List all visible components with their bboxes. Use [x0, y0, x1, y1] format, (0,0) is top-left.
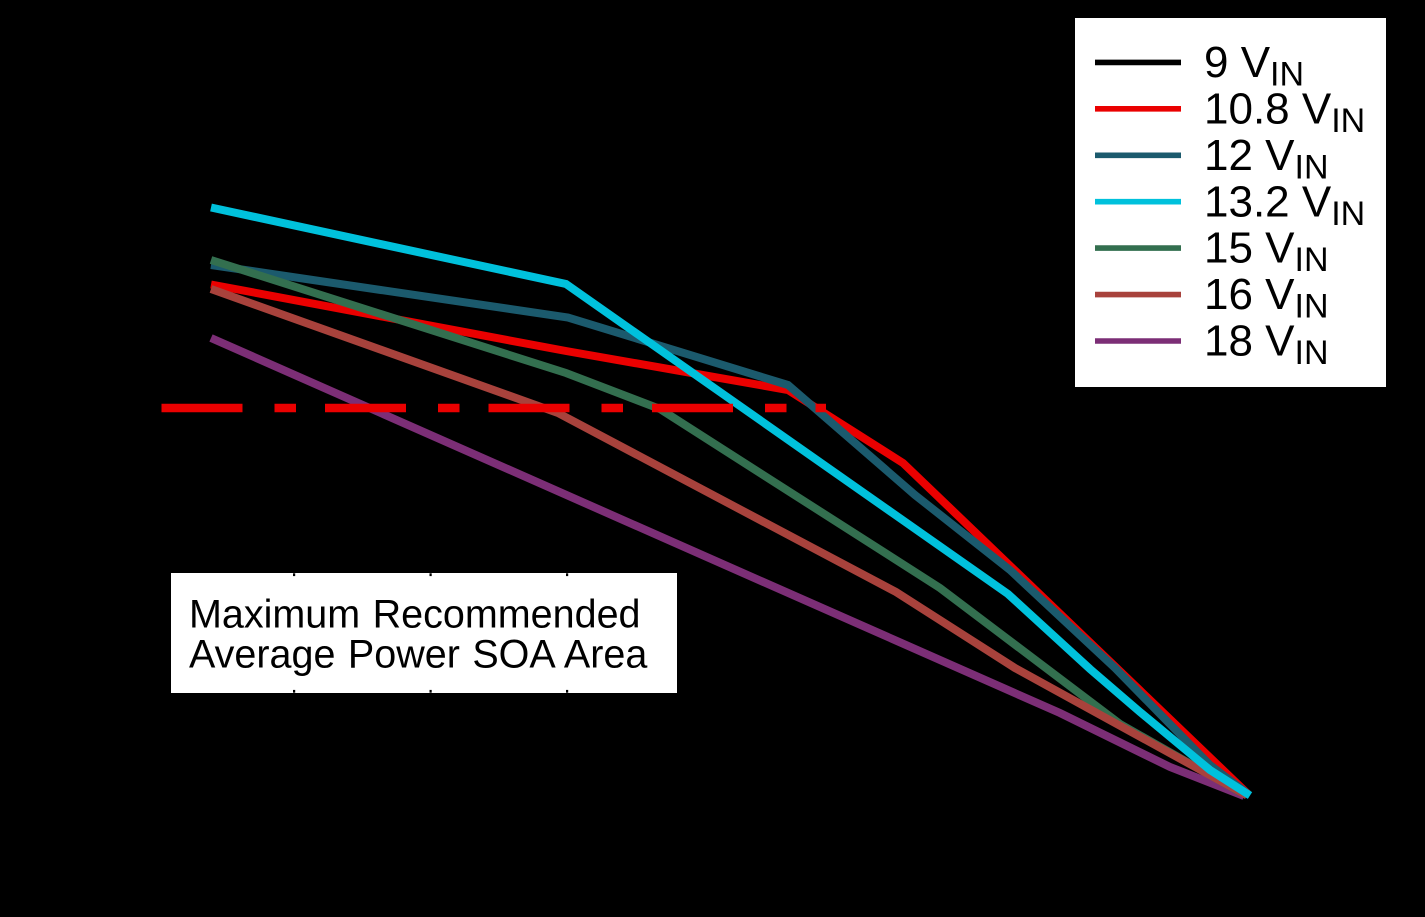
- svg-text:Average Power SOA Area: Average Power SOA Area: [189, 633, 647, 677]
- svg-text:16 VIN: 16 VIN: [1204, 270, 1329, 326]
- svg-text:Maximum Recommended: Maximum Recommended: [189, 593, 641, 637]
